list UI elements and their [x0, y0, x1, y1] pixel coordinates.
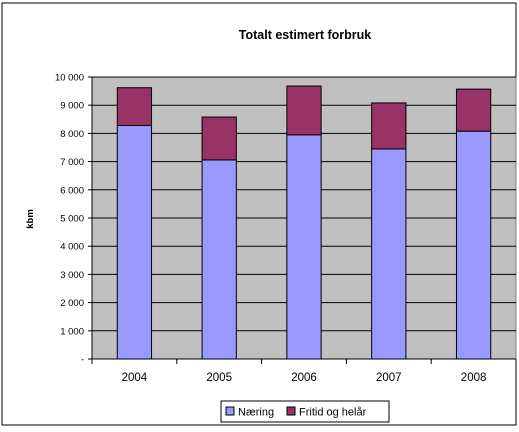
bar-segment-naering [201, 159, 237, 360]
chart-title: Totalt estimert forbruk [239, 28, 371, 42]
y-axis-label: kbm [25, 209, 36, 229]
legend-swatch [286, 406, 296, 416]
bar-segment-fritid [371, 102, 407, 150]
x-axis: 2004 2005 2006 2007 2008 [91, 358, 517, 384]
legend-swatch [225, 406, 235, 416]
y-tick-label: 5 000 [60, 214, 84, 225]
x-tick-label: 2006 [291, 372, 317, 384]
y-tick-label: 9 000 [60, 101, 84, 112]
y-tick-label: 2 000 [60, 298, 84, 309]
bar-segment-fritid [455, 88, 492, 132]
y-tick-label: 10 000 [55, 73, 84, 84]
x-tick-label: 2007 [376, 372, 402, 384]
y-tick-label: 3 000 [60, 270, 84, 281]
y-tick-label: - [81, 355, 84, 366]
y-tick-label: 6 000 [60, 185, 84, 196]
y-tick-label: 8 000 [60, 129, 84, 140]
x-tick-label: 2008 [461, 372, 487, 384]
bar-segment-fritid [286, 85, 322, 136]
legend-label: Næring [238, 407, 274, 419]
bar-segment-fritid [116, 87, 153, 127]
y-tick-label: 1 000 [60, 326, 84, 337]
x-tick-label: 2005 [206, 372, 232, 384]
legend-label: Fritid og helår [299, 407, 367, 419]
y-axis: - 1 000 2 000 3 000 4 000 5 000 6 000 7 000 8 00… [55, 73, 93, 366]
bar-segment-naering [371, 148, 407, 360]
y-tick-label: 4 000 [60, 242, 84, 253]
bar-segment-naering [455, 130, 492, 360]
legend: Næring Fritid og helår [220, 400, 390, 423]
bar-segment-naering [116, 125, 153, 360]
bar-segment-naering [286, 134, 322, 360]
legend-box [220, 400, 390, 423]
x-tick-label: 2004 [122, 372, 148, 384]
bar-segment-fritid [201, 116, 237, 161]
y-tick-label: 7 000 [60, 157, 84, 168]
